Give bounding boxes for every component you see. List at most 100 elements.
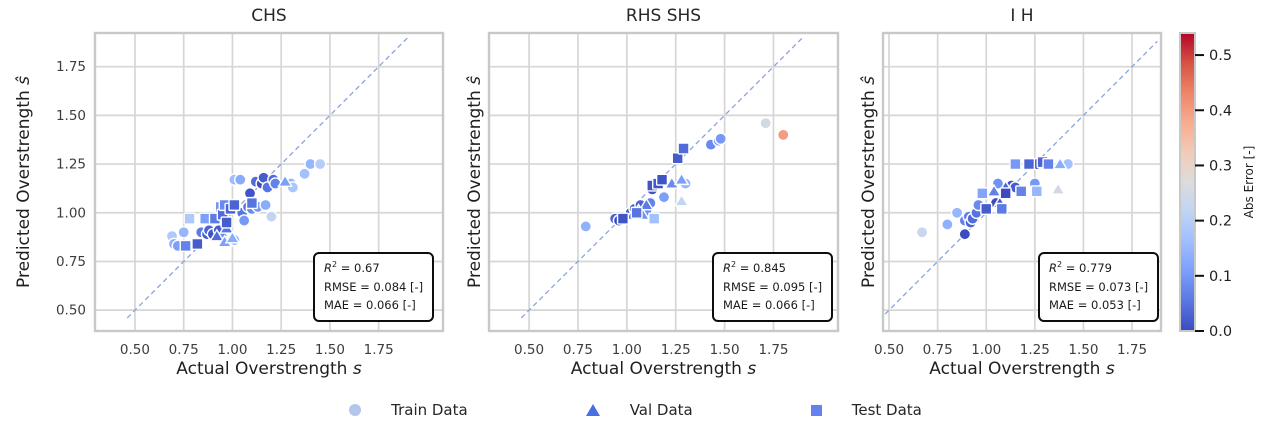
y-axis-label-text: Predicted Overstrength <box>465 84 485 288</box>
legend-label-train: Train Data <box>391 401 468 419</box>
legend-label-val: Val Data <box>629 401 693 419</box>
y-tick-label: 1.50 <box>56 108 86 124</box>
legend-label-test: Test Data <box>851 401 922 419</box>
scatter-point-test <box>1022 157 1036 171</box>
y-axis-label-symbol: ŝ <box>465 76 485 85</box>
scatter-point-val <box>673 172 690 186</box>
subplot-title-rhs-shs: RHS SHS <box>625 6 702 26</box>
x-tick-label: 1.00 <box>217 342 247 358</box>
y-tick-label: 0.50 <box>56 303 86 319</box>
x-tick-label: 1.75 <box>758 342 788 358</box>
y-tick-label: 0.75 <box>56 254 86 270</box>
scatter-point-test <box>191 237 204 251</box>
scatter-point-train <box>915 225 929 239</box>
scatter-point-train <box>950 206 964 220</box>
x-tick-label: 1.25 <box>1020 342 1050 358</box>
x-tick-label: 1.25 <box>661 342 691 358</box>
y-tick-label: 1.00 <box>56 205 86 221</box>
colorbar-tick-label: 0.1 <box>1209 269 1232 285</box>
y-axis-label-symbol: ŝ <box>859 76 879 85</box>
scatter-point-train <box>237 214 251 227</box>
x-tick-label: 1.75 <box>1117 342 1147 358</box>
y-axis-label: Predicted Overstrength ŝ <box>465 76 485 288</box>
scatter-point-test <box>1030 185 1043 198</box>
rmse-stat: RMSE = 0.084 [-] <box>324 279 424 294</box>
scatter-point-train <box>657 190 671 204</box>
plot-border <box>93 31 445 333</box>
colorbar-tick-label: 0.5 <box>1209 48 1232 64</box>
scatter-point-train <box>759 116 772 130</box>
x-axis-label-symbol: s <box>352 359 362 379</box>
y-tick-label: 1.75 <box>56 59 86 75</box>
x-tick-label: 1.00 <box>971 342 1001 358</box>
x-tick-label: 0.75 <box>169 342 199 358</box>
scatter-point-train <box>298 167 311 181</box>
scatter-point-test <box>999 187 1012 200</box>
scatter-point-test <box>179 239 192 252</box>
scatter-point-train <box>233 173 247 186</box>
scatter-point-test <box>245 196 259 210</box>
x-tick-label: 1.75 <box>364 342 394 358</box>
mae-stat: MAE = 0.066 [-] <box>324 298 416 313</box>
scatter-point-test <box>980 202 993 215</box>
scatter-point-val <box>673 193 690 207</box>
scatter-point-test <box>1015 185 1028 198</box>
scatter-point-test <box>655 173 669 186</box>
scatter-point-val <box>209 228 225 242</box>
scatter-point-train <box>714 132 727 146</box>
x-axis-label-text: Actual Overstrength <box>570 359 748 379</box>
x-tick-label: 0.50 <box>514 342 544 358</box>
r2-stat: R2 = 0.67 <box>324 260 380 275</box>
scatter-point-test <box>1009 157 1022 171</box>
plot-border <box>487 31 840 333</box>
scatter-point-train <box>313 157 327 171</box>
y-axis-label-symbol: ŝ <box>14 76 34 85</box>
x-axis-label-text: Actual Overstrength <box>929 359 1106 379</box>
x-tick-label: 0.75 <box>923 342 953 358</box>
scatter-point-test <box>616 212 630 225</box>
subplot-title-chs: CHS <box>251 6 287 26</box>
r2-stat: R2 = 0.779 <box>1049 260 1112 275</box>
subplot-title-ih: I H <box>1010 6 1034 26</box>
legend-item-test: Test Data <box>810 401 922 419</box>
x-tick-label: 1.50 <box>710 342 740 358</box>
legend: Train Data Val Data Test Data <box>0 401 1271 419</box>
x-tick-label: 1.50 <box>315 342 345 358</box>
scatter-point-val <box>1052 156 1068 170</box>
scatter-point-val <box>277 173 293 188</box>
scatter-point-val <box>1050 181 1066 195</box>
scatter-point-test <box>995 202 1008 215</box>
scatter-point-train <box>941 218 954 231</box>
scatter-point-val <box>638 197 655 211</box>
y-tick-label: 1.25 <box>56 157 86 173</box>
scatter-point-train <box>958 227 972 241</box>
scatter-point-test <box>976 187 989 200</box>
scatter-point-val <box>986 183 1002 197</box>
x-tick-label: 0.50 <box>120 342 150 358</box>
colorbar-tick-label: 0.2 <box>1209 214 1232 230</box>
plot-border <box>881 31 1163 333</box>
x-tick-label: 0.50 <box>874 342 904 358</box>
scatter-point-train <box>177 225 191 239</box>
scatter-point-test <box>630 206 643 219</box>
colorbar-axis-label: Abs Error [-] <box>1242 146 1256 219</box>
scatter-point-test <box>677 142 690 155</box>
x-axis-label: Actual Overstrength s <box>883 359 1161 379</box>
y-axis-label-text: Predicted Overstrength <box>14 84 34 288</box>
stats-box-ih: R2 = 0.779 RMSE = 0.073 [-] MAE = 0.053 … <box>1038 252 1160 322</box>
scatter-point-train <box>776 128 790 142</box>
y-axis-label: Predicted Overstrength ŝ <box>859 76 879 288</box>
x-tick-label: 0.75 <box>563 342 593 358</box>
scatter-point-test <box>1042 157 1055 171</box>
scatter-point-test <box>183 212 196 225</box>
scatter-point-val <box>663 175 680 189</box>
scatter-point-test <box>648 212 661 225</box>
legend-item-val: Val Data <box>585 401 693 419</box>
x-axis-label-text: Actual Overstrength <box>176 359 353 379</box>
x-tick-label: 1.25 <box>266 342 296 358</box>
y-axis-label: Predicted Overstrength ŝ <box>14 76 34 288</box>
x-axis-label: Actual Overstrength s <box>95 359 443 379</box>
mae-stat: MAE = 0.066 [-] <box>723 298 815 313</box>
